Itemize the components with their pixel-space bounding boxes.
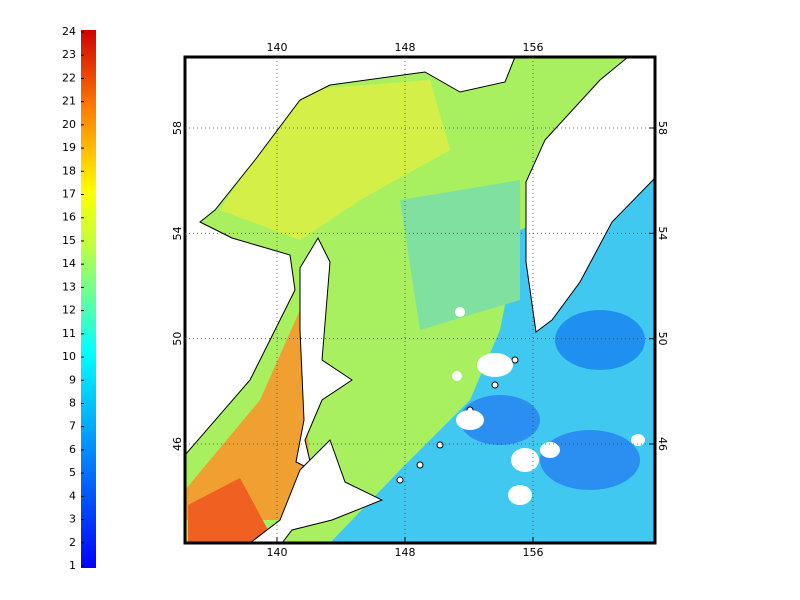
lon-tick-label: 140 bbox=[267, 41, 288, 54]
colorbar-tick-label: 23 bbox=[62, 48, 76, 61]
lat-tick-label: 46 bbox=[656, 437, 669, 451]
sea-field bbox=[185, 310, 310, 520]
lat-tick-label: 54 bbox=[171, 226, 184, 240]
colorbar-tick-label: 19 bbox=[62, 141, 76, 154]
colorbar-tick-label: 14 bbox=[62, 257, 76, 270]
colorbar-tick-label: 2 bbox=[69, 536, 76, 549]
colorbar-tick-label: 3 bbox=[69, 513, 76, 526]
sea-field bbox=[220, 80, 450, 240]
colorbar-tick-label: 10 bbox=[62, 350, 76, 363]
colorbar-tick-label: 5 bbox=[69, 466, 76, 479]
land bbox=[185, 57, 655, 543]
lat-tick-label: 54 bbox=[656, 226, 669, 240]
colorbar-tick-label: 12 bbox=[62, 304, 76, 317]
lat-tick-label: 46 bbox=[171, 437, 184, 451]
lat-tick-label: 58 bbox=[656, 121, 669, 135]
lat-tick-label: 58 bbox=[171, 121, 184, 135]
lon-tick-label: 148 bbox=[395, 41, 416, 54]
colorbar-tick-label: 24 bbox=[62, 25, 76, 38]
map-field bbox=[185, 57, 655, 543]
colorbar-tick-label: 17 bbox=[62, 188, 76, 201]
colorbar-tick-label: 7 bbox=[69, 420, 76, 433]
lon-tick-label: 140 bbox=[267, 546, 288, 559]
colorbar-tick-label: 20 bbox=[62, 118, 76, 131]
colorbar-tick-label: 1 bbox=[69, 559, 76, 572]
colorbar-tick-label: 4 bbox=[69, 489, 76, 502]
sea-field bbox=[540, 430, 640, 490]
sea-field bbox=[188, 478, 275, 543]
lon-tick-label: 156 bbox=[523, 546, 544, 559]
colorbar-tick-label: 18 bbox=[62, 164, 76, 177]
colorbar-tick-label: 21 bbox=[62, 95, 76, 108]
no-data bbox=[452, 307, 645, 505]
colorbar-tick-label: 13 bbox=[62, 280, 76, 293]
colorbar-tick-label: 15 bbox=[62, 234, 76, 247]
colorbar bbox=[81, 30, 96, 568]
lon-tick-label: 156 bbox=[523, 41, 544, 54]
sea-field bbox=[400, 180, 520, 330]
lon-tick-label: 148 bbox=[395, 546, 416, 559]
colorbar-tick-label: 9 bbox=[69, 373, 76, 386]
sea-field bbox=[555, 310, 645, 370]
sea-field bbox=[460, 395, 540, 445]
colorbar-tick-label: 6 bbox=[69, 443, 76, 456]
map-frame bbox=[183, 55, 657, 545]
colorbar-tick-label: 11 bbox=[62, 327, 76, 340]
colorbar-tick-label: 22 bbox=[62, 71, 76, 84]
colorbar-tick-label: 8 bbox=[69, 396, 76, 409]
lat-tick-label: 50 bbox=[171, 332, 184, 346]
lat-tick-label: 50 bbox=[656, 332, 669, 346]
colorbar-tick-label: 16 bbox=[62, 211, 76, 224]
